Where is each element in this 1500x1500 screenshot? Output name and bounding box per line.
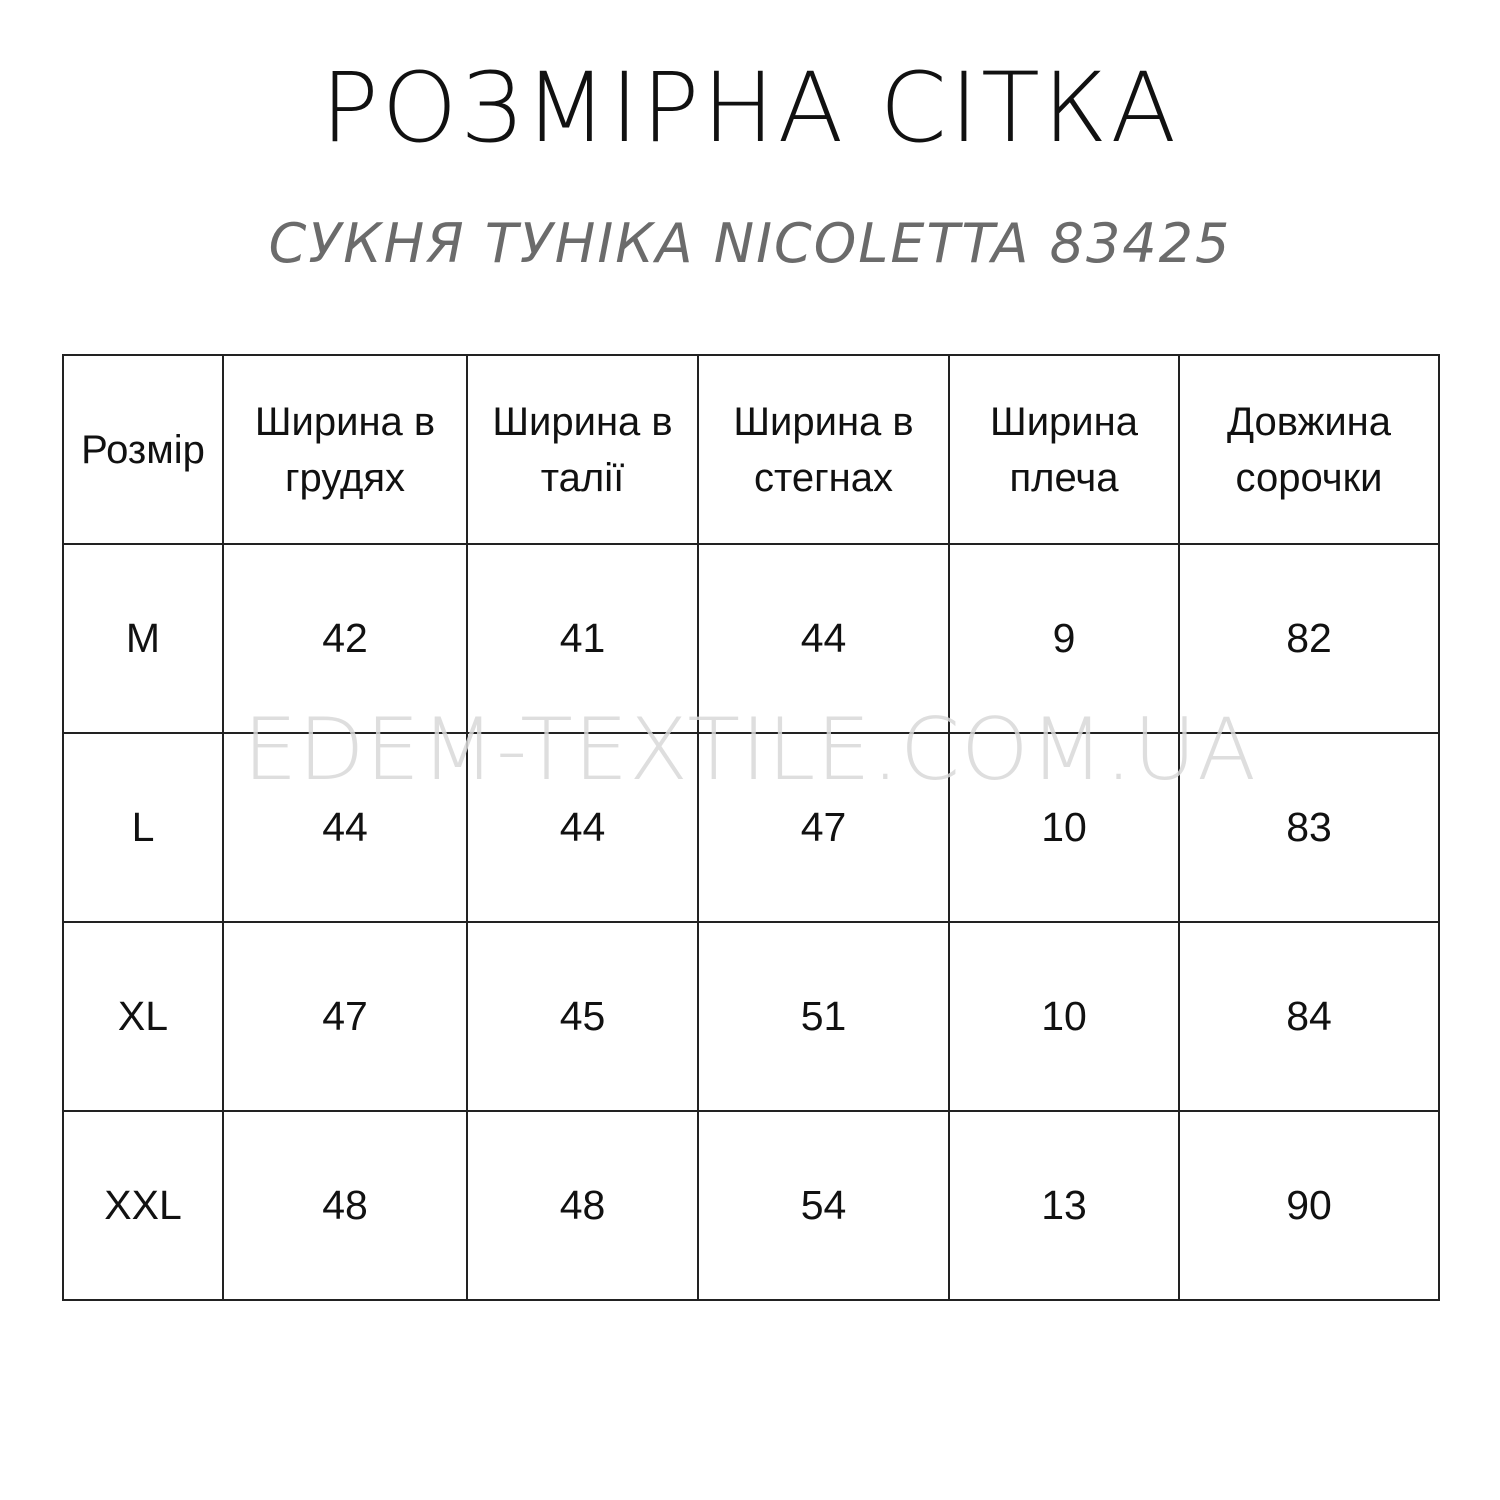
- measurement-cell: 44: [222, 732, 468, 923]
- header-label: Ширина в: [254, 399, 436, 444]
- size-cell: XXL: [62, 1110, 224, 1301]
- measurement-cell: 10: [948, 921, 1180, 1112]
- table-row: XL 47 45 51 10 84: [62, 921, 1440, 1112]
- measurement-cell: 41: [466, 543, 699, 734]
- header-waist-width: Ширина в талії: [466, 354, 699, 545]
- measurement-cell: 51: [697, 921, 950, 1112]
- measurement-cell: 47: [697, 732, 950, 923]
- header-label: стегнах: [753, 455, 894, 500]
- measurement-cell: 82: [1178, 543, 1440, 734]
- measurement-cell: 42: [222, 543, 468, 734]
- header-label: плеча: [1009, 455, 1119, 500]
- size-cell: M: [62, 543, 224, 734]
- measurement-cell: 44: [466, 732, 699, 923]
- size-cell: XL: [62, 921, 224, 1112]
- measurement-cell: 83: [1178, 732, 1440, 923]
- measurement-cell: 90: [1178, 1110, 1440, 1301]
- header-chest-width: Ширина в грудях: [222, 354, 468, 545]
- product-subtitle: СУКНЯ ТУНІКА NICOLETTA 83425: [268, 212, 1232, 275]
- measurement-cell: 54: [697, 1110, 950, 1301]
- table-header-row: Розмір Ширина в грудях Ширина в талії Шири…: [62, 354, 1440, 545]
- header-label: Довжина: [1226, 399, 1392, 444]
- measurement-cell: 13: [948, 1110, 1180, 1301]
- size-chart-table: Розмір Ширина в грудях Ширина в талії Шири…: [62, 354, 1440, 1301]
- header-hip-width: Ширина в стегнах: [697, 354, 950, 545]
- measurement-cell: 10: [948, 732, 1180, 923]
- page-title: РОЗМІРНА СІТКА: [320, 52, 1180, 164]
- header-size: Розмір: [62, 354, 224, 545]
- header-label: Ширина в: [492, 399, 673, 444]
- header-label: Ширина: [990, 399, 1138, 444]
- header-label: Ширина в: [733, 399, 914, 444]
- header-label: грудях: [284, 455, 406, 500]
- header-label: сорочки: [1235, 455, 1383, 500]
- measurement-cell: 47: [222, 921, 468, 1112]
- measurement-cell: 45: [466, 921, 699, 1112]
- size-cell: L: [62, 732, 224, 923]
- measurement-cell: 44: [697, 543, 950, 734]
- header-length: Довжина сорочки: [1178, 354, 1440, 545]
- measurement-cell: 84: [1178, 921, 1440, 1112]
- table-row: M 42 41 44 9 82: [62, 543, 1440, 734]
- table-row: L 44 44 47 10 83: [62, 732, 1440, 923]
- table-row: XXL 48 48 54 13 90: [62, 1110, 1440, 1301]
- header-shoulder-width: Ширина плеча: [948, 354, 1180, 545]
- header-label: Розмір: [81, 427, 205, 472]
- header-label: талії: [540, 455, 625, 500]
- measurement-cell: 48: [466, 1110, 699, 1301]
- measurement-cell: 9: [948, 543, 1180, 734]
- measurement-cell: 48: [222, 1110, 468, 1301]
